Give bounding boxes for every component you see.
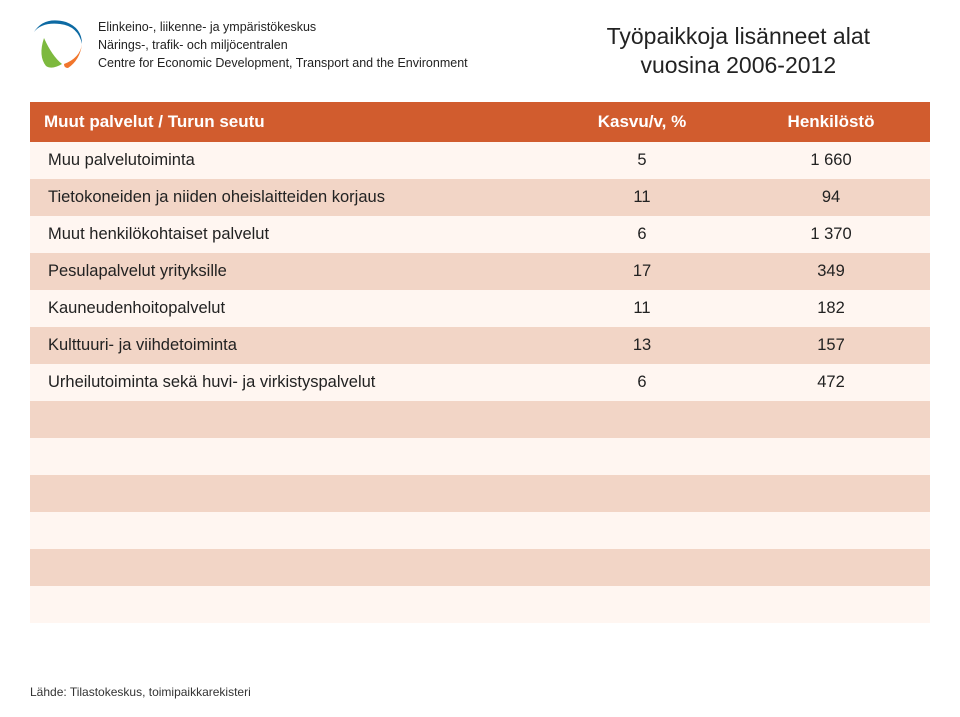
cell-empty	[552, 586, 732, 623]
cell-label: Muu palvelutoiminta	[30, 142, 552, 179]
cell-empty	[30, 586, 552, 623]
ely-logo	[30, 18, 86, 77]
cell-empty	[30, 438, 552, 475]
table-body: Muu palvelutoiminta51 660Tietokoneiden j…	[30, 142, 930, 623]
logo-arc-blue	[34, 20, 82, 44]
table-row: Pesulapalvelut yrityksille17349	[30, 253, 930, 290]
cell-staff: 182	[732, 290, 930, 327]
logo-leaf-orange	[64, 44, 82, 68]
cell-growth: 13	[552, 327, 732, 364]
cell-empty	[552, 512, 732, 549]
cell-staff: 157	[732, 327, 930, 364]
cell-empty	[552, 401, 732, 438]
page-title: Työpaikkoja lisänneet alat vuosina 2006-…	[607, 18, 930, 80]
cell-staff: 349	[732, 253, 930, 290]
table-row: Urheilutoiminta sekä huvi- ja virkistysp…	[30, 364, 930, 401]
cell-empty	[732, 512, 930, 549]
org-name-en: Centre for Economic Development, Transpo…	[98, 54, 468, 72]
cell-growth: 6	[552, 216, 732, 253]
table-row-empty	[30, 512, 930, 549]
cell-label: Tietokoneiden ja niiden oheislaitteiden …	[30, 179, 552, 216]
col-header-staff: Henkilöstö	[732, 102, 930, 142]
cell-empty	[552, 549, 732, 586]
table-row-empty	[30, 475, 930, 512]
col-header-growth: Kasvu/v, %	[552, 102, 732, 142]
cell-growth: 11	[552, 290, 732, 327]
cell-empty	[732, 549, 930, 586]
table-container: Muut palvelut / Turun seutu Kasvu/v, % H…	[0, 80, 960, 623]
col-header-label: Muut palvelut / Turun seutu	[30, 102, 552, 142]
cell-label: Muut henkilökohtaiset palvelut	[30, 216, 552, 253]
cell-label: Kauneudenhoitopalvelut	[30, 290, 552, 327]
table-row-empty	[30, 586, 930, 623]
cell-empty	[30, 401, 552, 438]
cell-empty	[732, 438, 930, 475]
table-row: Kulttuuri- ja viihdetoiminta13157	[30, 327, 930, 364]
cell-label: Kulttuuri- ja viihdetoiminta	[30, 327, 552, 364]
cell-growth: 6	[552, 364, 732, 401]
cell-growth: 11	[552, 179, 732, 216]
table-row-empty	[30, 401, 930, 438]
header-left: Elinkeino-, liikenne- ja ympäristökeskus…	[30, 18, 468, 77]
table-row: Muu palvelutoiminta51 660	[30, 142, 930, 179]
cell-growth: 17	[552, 253, 732, 290]
table-row-empty	[30, 549, 930, 586]
source-line: Lähde: Tilastokeskus, toimipaikkarekiste…	[30, 685, 251, 699]
cell-empty	[30, 549, 552, 586]
data-table: Muut palvelut / Turun seutu Kasvu/v, % H…	[30, 102, 930, 623]
cell-empty	[732, 475, 930, 512]
page-title-line2: vuosina 2006-2012	[607, 51, 870, 80]
cell-staff: 1 370	[732, 216, 930, 253]
cell-growth: 5	[552, 142, 732, 179]
cell-label: Pesulapalvelut yrityksille	[30, 253, 552, 290]
cell-staff: 94	[732, 179, 930, 216]
org-name-sv: Närings-, trafik- och miljöcentralen	[98, 36, 468, 54]
cell-empty	[30, 512, 552, 549]
cell-label: Urheilutoiminta sekä huvi- ja virkistysp…	[30, 364, 552, 401]
cell-staff: 472	[732, 364, 930, 401]
table-row: Muut henkilökohtaiset palvelut61 370	[30, 216, 930, 253]
cell-empty	[552, 438, 732, 475]
logo-leaf-green	[41, 38, 62, 68]
table-header-row: Muut palvelut / Turun seutu Kasvu/v, % H…	[30, 102, 930, 142]
table-row: Tietokoneiden ja niiden oheislaitteiden …	[30, 179, 930, 216]
cell-empty	[732, 401, 930, 438]
cell-empty	[30, 475, 552, 512]
org-name-fi: Elinkeino-, liikenne- ja ympäristökeskus	[98, 18, 468, 36]
cell-empty	[732, 586, 930, 623]
page-title-line1: Työpaikkoja lisänneet alat	[607, 22, 870, 51]
header: Elinkeino-, liikenne- ja ympäristökeskus…	[0, 0, 960, 80]
org-names: Elinkeino-, liikenne- ja ympäristökeskus…	[98, 18, 468, 72]
table-row-empty	[30, 438, 930, 475]
table-row: Kauneudenhoitopalvelut11182	[30, 290, 930, 327]
cell-empty	[552, 475, 732, 512]
cell-staff: 1 660	[732, 142, 930, 179]
